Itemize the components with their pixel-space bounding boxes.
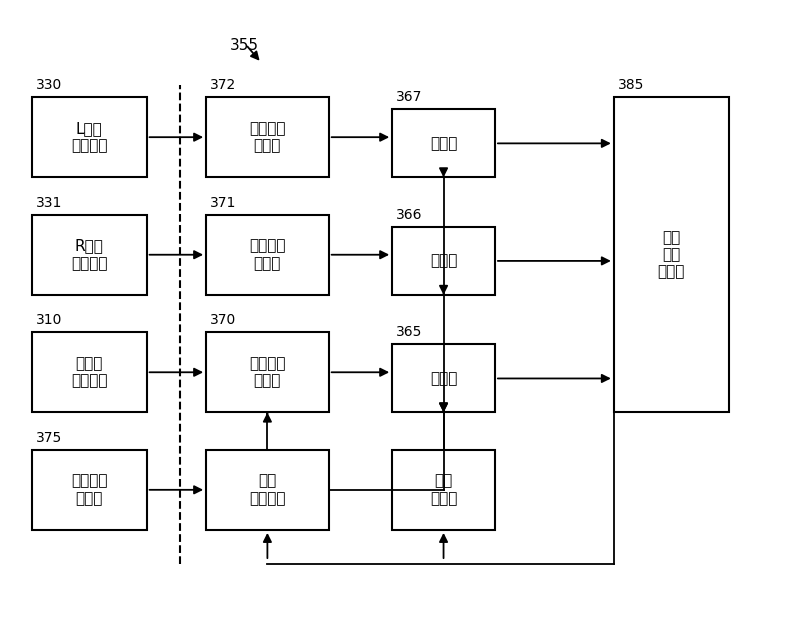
Text: 366: 366 [396, 208, 422, 222]
Bar [392, 227, 495, 295]
Bar [614, 97, 729, 413]
Text: 355: 355 [230, 38, 258, 53]
Text: L耳机
预放大器: L耳机 预放大器 [71, 121, 107, 154]
Text: 375: 375 [36, 431, 62, 445]
Text: 372: 372 [210, 78, 236, 92]
Text: 比较器: 比较器 [430, 253, 458, 268]
Text: 370: 370 [210, 313, 236, 327]
Bar [32, 97, 146, 177]
Bar [206, 332, 329, 413]
Text: 367: 367 [396, 90, 422, 104]
Text: 331: 331 [36, 196, 62, 209]
Text: 时钟
发生器: 时钟 发生器 [430, 473, 458, 506]
Text: 330: 330 [36, 78, 62, 92]
Text: R耳机
预放大器: R耳机 预放大器 [71, 238, 107, 271]
Text: 采样低通
滤波器: 采样低通 滤波器 [249, 238, 286, 271]
Text: 385: 385 [618, 78, 644, 92]
Bar [392, 450, 495, 530]
Text: 采样低通
滤波器: 采样低通 滤波器 [249, 356, 286, 389]
Text: 数字
定时
和控制: 数字 定时 和控制 [658, 230, 685, 280]
Bar [32, 450, 146, 530]
Bar [392, 109, 495, 177]
Text: 比较器: 比较器 [430, 371, 458, 386]
Bar [32, 332, 146, 413]
Bar [206, 214, 329, 295]
Text: 371: 371 [210, 196, 236, 209]
Bar [206, 450, 329, 530]
Text: 阈值
基准选择: 阈值 基准选择 [249, 473, 286, 506]
Text: 带隙基准
发生器: 带隙基准 发生器 [71, 473, 107, 506]
Text: 采样低通
滤波器: 采样低通 滤波器 [249, 121, 286, 154]
Bar [206, 97, 329, 177]
Text: 扬声器
预放大器: 扬声器 预放大器 [71, 356, 107, 389]
Bar [32, 214, 146, 295]
Text: 310: 310 [36, 313, 62, 327]
Text: 比较器: 比较器 [430, 136, 458, 151]
Text: 365: 365 [396, 325, 422, 339]
Bar [392, 344, 495, 413]
